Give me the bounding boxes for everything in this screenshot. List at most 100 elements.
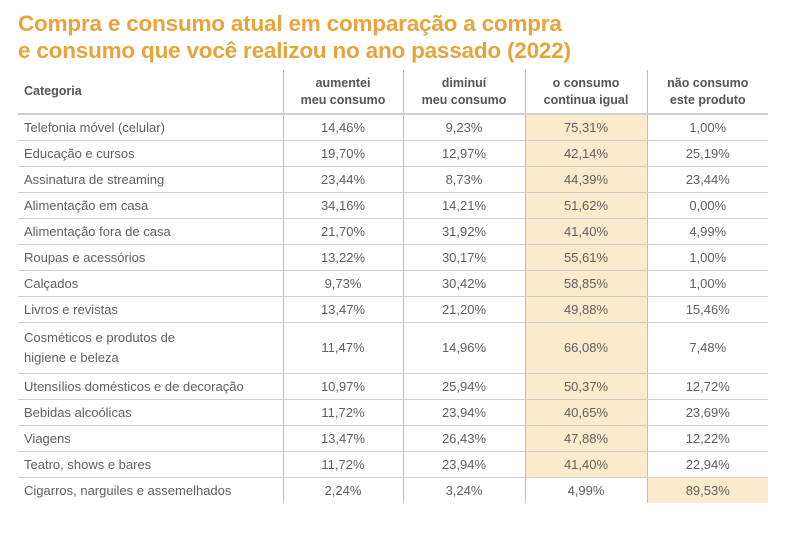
header-aumentei-l1: aumentei [315, 75, 371, 90]
diminui-cell: 26,43% [402, 425, 525, 452]
diminui-cell: 9,23% [402, 114, 525, 141]
nao-consumo-cell: 7,48% [646, 322, 768, 374]
nao-consumo-cell: 12,22% [646, 425, 768, 452]
header-igual: o consumo continua igual [524, 70, 647, 115]
diminui-cell: 31,92% [402, 218, 525, 245]
aumentei-cell: 23,44% [282, 166, 403, 193]
aumentei-cell: 9,73% [282, 270, 403, 297]
header-category: Categoria [18, 70, 283, 115]
igual-cell: 50,37% [524, 373, 647, 400]
category-line-1: Cosméticos e produtos de [24, 330, 176, 345]
igual-cell: 55,61% [524, 244, 647, 271]
igual-cell: 49,88% [524, 296, 647, 323]
igual-cell: 41,40% [524, 218, 647, 245]
category-cell: Educação e cursos [18, 140, 283, 167]
diminui-cell: 8,73% [402, 166, 525, 193]
header-aumentei-l2: meu consumo [300, 92, 386, 107]
header-nao-consumo-l2: este produto [669, 92, 746, 107]
title-line-1: Compra e consumo atual em comparação a c… [18, 11, 562, 36]
diminui-cell: 14,96% [402, 322, 525, 374]
table-row: Assinatura de streaming 23,44% 8,73% 44,39%… [18, 166, 768, 193]
table-row: Livros e revistas 13,47% 21,20% 49,88% 15,46… [18, 296, 768, 323]
nao-consumo-cell: 25,19% [646, 140, 768, 167]
category-cell: Assinatura de streaming [18, 166, 283, 193]
category-cell: Alimentação em casa [18, 192, 283, 219]
table-row: Cosméticos e produtos de higiene e beleza… [18, 322, 768, 374]
aumentei-cell: 19,70% [282, 140, 403, 167]
table-row: Utensílios domésticos e de decoração 10,9… [18, 373, 768, 400]
diminui-cell: 30,42% [402, 270, 525, 297]
table-row: Alimentação fora de casa 21,70% 31,92% 41,4… [18, 218, 768, 245]
igual-cell: 41,40% [524, 451, 647, 478]
diminui-cell: 23,94% [402, 451, 525, 478]
header-nao-consumo: não consumo este produto [646, 70, 768, 115]
nao-consumo-cell: 89,53% [646, 477, 768, 503]
table-row: Alimentação em casa 34,16% 14,21% 51,62% 0,0… [18, 192, 768, 219]
category-cell: Viagens [18, 425, 283, 452]
header-igual-l2: continua igual [543, 92, 629, 107]
table-row: Roupas e acessórios 13,22% 30,17% 55,61% 1,0… [18, 244, 768, 271]
category-cell: Utensílios domésticos e de decoração [18, 373, 283, 400]
nao-consumo-cell: 0,00% [646, 192, 768, 219]
header-nao-consumo-l1: não consumo [667, 75, 749, 90]
diminui-cell: 3,24% [402, 477, 525, 503]
aumentei-cell: 13,47% [282, 296, 403, 323]
nao-consumo-cell: 1,00% [646, 244, 768, 271]
aumentei-cell: 10,97% [282, 373, 403, 400]
aumentei-cell: 13,47% [282, 425, 403, 452]
table-row: Bebidas alcoólicas 11,72% 23,94% 40,65% 23,6… [18, 399, 768, 426]
aumentei-cell: 11,47% [282, 322, 403, 374]
igual-cell: 66,08% [524, 322, 647, 374]
nao-consumo-cell: 4,99% [646, 218, 768, 245]
table-row: Teatro, shows e bares 11,72% 23,94% 41,40% 2… [18, 451, 768, 478]
aumentei-cell: 34,16% [282, 192, 403, 219]
category-cell: Calçados [18, 270, 283, 297]
category-line-2: higiene e beleza [24, 350, 119, 365]
table-row: Viagens 13,47% 26,43% 47,88% 12,22% [18, 425, 768, 452]
category-cell: Telefonia móvel (celular) [18, 114, 283, 141]
igual-cell: 44,39% [524, 166, 647, 193]
header-diminui-l2: meu consumo [421, 92, 507, 107]
igual-cell: 51,62% [524, 192, 647, 219]
igual-cell: 47,88% [524, 425, 647, 452]
header-diminui: diminuí meu consumo [402, 70, 525, 115]
diminui-cell: 14,21% [402, 192, 525, 219]
igual-cell: 75,31% [524, 114, 647, 141]
aumentei-cell: 11,72% [282, 399, 403, 426]
nao-consumo-cell: 1,00% [646, 114, 768, 141]
diminui-cell: 30,17% [402, 244, 525, 271]
igual-cell: 42,14% [524, 140, 647, 167]
nao-consumo-cell: 15,46% [646, 296, 768, 323]
category-cell: Bebidas alcoólicas [18, 399, 283, 426]
header-row: Categoria aumentei meu consumo diminuí meu… [18, 70, 768, 115]
aumentei-cell: 11,72% [282, 451, 403, 478]
diminui-cell: 25,94% [402, 373, 525, 400]
aumentei-cell: 13,22% [282, 244, 403, 271]
category-cell: Cigarros, narguiles e assemelhados [24, 483, 232, 498]
diminui-cell: 21,20% [402, 296, 525, 323]
header-aumentei: aumentei meu consumo [282, 70, 403, 115]
igual-cell: 40,65% [524, 399, 647, 426]
page-title: Compra e consumo atual em comparação a c… [18, 10, 571, 64]
igual-cell: 4,99% [524, 477, 647, 503]
igual-cell: 58,85% [524, 270, 647, 297]
category-cell: Alimentação fora de casa [18, 218, 283, 245]
aumentei-cell: 21,70% [282, 218, 403, 245]
aumentei-cell: 14,46% [282, 114, 403, 141]
table-row: Calçados 9,73% 30,42% 58,85% 1,00% [18, 270, 768, 297]
nao-consumo-cell: 23,69% [646, 399, 768, 426]
table-row: Telefonia móvel (celular) 14,46% 9,23% 75,3… [18, 114, 768, 141]
aumentei-cell: 2,24% [282, 477, 403, 503]
diminui-cell: 12,97% [402, 140, 525, 167]
diminui-cell: 23,94% [402, 399, 525, 426]
nao-consumo-cell: 12,72% [646, 373, 768, 400]
category-cell: Livros e revistas [18, 296, 283, 323]
header-igual-l1: o consumo [552, 75, 620, 90]
category-cell: Teatro, shows e bares [18, 451, 283, 478]
table-row: Cigarros, narguiles e assemelhados 2,24% 3… [18, 477, 768, 503]
nao-consumo-cell: 1,00% [646, 270, 768, 297]
category-cell: Roupas e acessórios [18, 244, 283, 271]
header-diminui-l1: diminuí [441, 75, 487, 90]
title-line-2: e consumo que você realizou no ano passa… [18, 38, 571, 63]
category-cell: Cosméticos e produtos de higiene e beleza [18, 322, 283, 374]
